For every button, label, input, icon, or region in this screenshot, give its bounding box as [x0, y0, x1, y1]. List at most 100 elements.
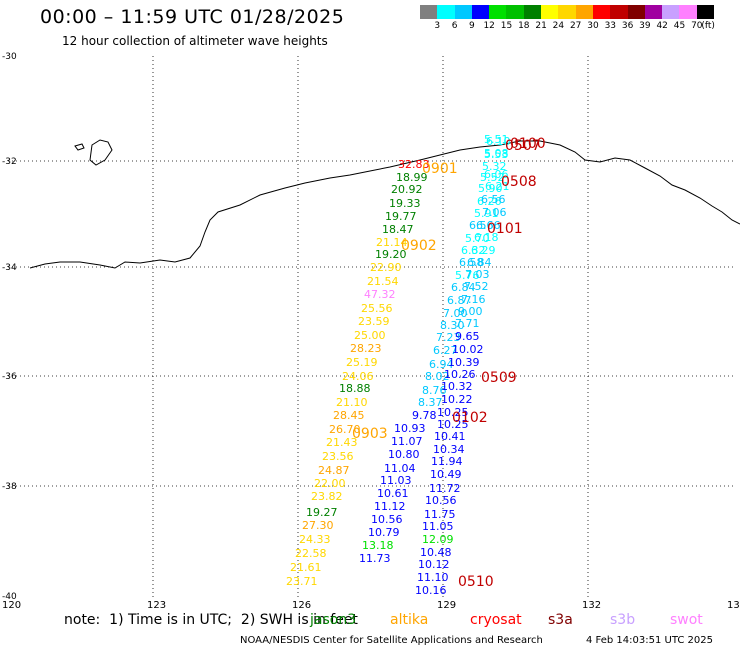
wave-height-value: 7.23 [436, 331, 461, 344]
wave-height-value: 6.66 [476, 219, 501, 232]
latitude-tick-label: -32 [2, 157, 17, 167]
colorbar-label: 42 [656, 21, 668, 31]
wave-height-value: 11.12 [374, 500, 406, 513]
wave-height-value: 10.22 [441, 393, 473, 406]
colorbar-label: 9 [469, 21, 475, 31]
colorbar-label: 33 [604, 21, 617, 31]
wave-height-value: 10.93 [394, 422, 426, 435]
wave-height-value: 6.56 [469, 219, 494, 232]
pass-id-label: 0100 [510, 136, 546, 152]
credit-line: NOAA/NESDIS Center for Satellite Applica… [240, 635, 543, 646]
footer-note: note: 1) Time is in UTC; 2) SWH is in fe… [64, 612, 358, 628]
wave-height-value: 11.73 [359, 552, 391, 565]
longitude-tick-label: 135 [727, 600, 740, 610]
wave-height-value: 22.58 [295, 547, 327, 560]
wave-height-value: 10.39 [448, 356, 480, 369]
pass-id-label: 0902 [401, 238, 437, 254]
wave-height-value: 6.32 [461, 244, 486, 257]
wave-height-value: 22.00 [314, 477, 346, 490]
colorbar-label: 45 [673, 21, 686, 31]
latitude-tick-label: -30 [2, 52, 17, 62]
colorbar [420, 5, 715, 19]
wave-height-value: 11.94 [431, 455, 463, 468]
wave-height-value: 10.61 [377, 487, 409, 500]
colorbar-swatch [506, 5, 524, 19]
wave-height-value: 19.77 [385, 210, 417, 223]
wave-height-value: 20.92 [391, 183, 423, 196]
colorbar-labels: 3 6 9 12 15 18 21 24 27 30 33 36 39 42 45 70 (ft) [420, 21, 740, 33]
legend-entry-s3a: s3a [548, 612, 573, 628]
latitude-tick-label: -40 [2, 592, 17, 602]
colorbar-swatch [679, 5, 697, 19]
wave-height-value: 6.84 [451, 281, 476, 294]
wave-height-value: 10.49 [430, 468, 462, 481]
wave-height-value: 5.90 [478, 182, 503, 195]
wave-height-value: 28.45 [333, 409, 365, 422]
wave-height-value: 8.30 [440, 319, 465, 332]
wave-height-value: 5.32 [482, 160, 507, 173]
wave-height-value: 6.26 [477, 195, 502, 208]
wave-height-value: 18.47 [382, 223, 414, 236]
wave-height-value: 5.51 [484, 133, 509, 146]
wave-height-value: 24.06 [342, 370, 374, 383]
island-outline [89, 139, 113, 166]
legend-entry-altika: altika [390, 612, 429, 628]
wave-height-value: 10.80 [388, 448, 420, 461]
colorbar-swatch [627, 5, 645, 19]
pass-id-label: 0509 [481, 370, 517, 386]
wave-height-value: 5.70 [465, 232, 490, 245]
legend-entry-s3b: s3b [610, 612, 636, 628]
colorbar-label: 70 [691, 21, 703, 31]
graticule [8, 56, 735, 600]
wave-height-value: 10.25 [437, 406, 469, 419]
wave-height-value: 10.41 [434, 430, 466, 443]
wave-height-value: 23.56 [322, 450, 354, 463]
wave-height-value: 19.33 [389, 197, 421, 210]
wave-height-value: 7.16 [461, 293, 486, 306]
colorbar-label: 21 [535, 21, 547, 31]
wave-height-value: 10.48 [420, 546, 452, 559]
wave-height-value: 6.29 [471, 244, 496, 257]
colorbar-label: 27 [569, 21, 582, 31]
pass-id-label: 0510 [458, 574, 494, 590]
wave-height-value: 8.37 [418, 396, 443, 409]
wave-height-value: 21.10 [336, 396, 368, 409]
colorbar-label: 6 [451, 21, 458, 31]
wave-height-value: 10.25 [437, 418, 469, 431]
colorbar-swatch [610, 5, 628, 19]
colorbar-swatch [696, 5, 715, 19]
colorbar-swatch [592, 5, 611, 19]
wave-height-value: 7.06 [482, 206, 507, 219]
wave-height-value: 28.23 [350, 342, 382, 355]
wave-height-value: 10.16 [415, 584, 447, 597]
colorbar-swatch [575, 5, 593, 19]
wave-height-value: 23.82 [311, 490, 343, 503]
wave-height-value: 12.09 [422, 533, 454, 546]
wave-height-value: 26.70 [329, 423, 361, 436]
colorbar-label: 18 [518, 21, 530, 31]
wave-height-value: 19.20 [375, 248, 407, 261]
latitude-tick-label: -34 [2, 263, 17, 273]
wave-height-value: 10.34 [433, 443, 465, 456]
wave-height-value: 5.76 [455, 269, 480, 282]
wave-height-value: 21.14 [376, 236, 408, 249]
legend-entry-swot: swot [670, 612, 703, 628]
wave-height-value: 7.03 [465, 268, 490, 281]
wave-height-value: 7.71 [455, 317, 480, 330]
latitude-tick-label: -38 [2, 482, 17, 492]
wave-height-value: 6.06 [484, 168, 509, 181]
colorbar-swatch [489, 5, 507, 19]
pass-id-label: 0101 [487, 221, 523, 237]
wave-height-value: 19.27 [306, 506, 338, 519]
colorbar-swatch [454, 5, 472, 19]
wave-height-value: 8.76 [422, 384, 447, 397]
wave-height-value: 11.75 [424, 508, 456, 521]
wave-height-value: 10.79 [368, 526, 400, 539]
latitude-ticks: -30 -32 -34 -36 -38 -40 [2, 52, 17, 602]
wave-height-value: 13.18 [362, 539, 394, 552]
colorbar-label: (ft) [701, 21, 715, 31]
wave-height-value: 7.52 [464, 280, 489, 293]
wave-height-value: 24.33 [299, 533, 331, 546]
pass-id-label: 0903 [352, 426, 388, 442]
colorbar-label: 39 [639, 21, 651, 31]
